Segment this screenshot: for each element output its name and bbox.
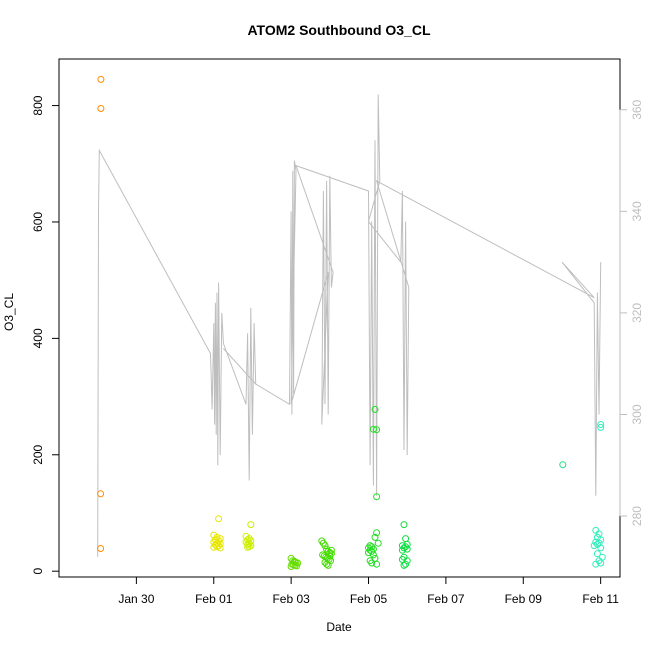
data-point [368,547,376,555]
data-point [592,560,600,568]
x-tick-label: Feb 07 [427,592,465,606]
data-point [597,559,605,567]
data-point [373,560,381,568]
data-point [247,521,255,529]
y-axis-right: 280 300 320 340 360 [619,99,644,526]
data-point [290,557,298,565]
data-point [597,544,605,552]
data-point [97,490,105,498]
y-tick-label: 800 [31,95,45,115]
data-point [400,521,408,529]
data-point [403,545,411,553]
data-point [597,423,605,431]
x-tick-label: Jan 30 [118,592,154,606]
y2-tick-label: 300 [630,404,644,424]
data-point [323,560,331,568]
data-point [374,539,382,547]
data-point [287,563,295,570]
y-axis-label: O3_CL [2,293,16,331]
data-point [97,105,105,112]
data-point [368,559,376,567]
data-point [327,546,335,554]
y2-tick-label: 320 [630,303,644,323]
data-point [598,553,606,561]
data-point [97,75,105,83]
data-point [402,535,410,543]
data-point [373,529,381,537]
data-point [400,561,408,569]
data-point [371,405,379,413]
data-point [559,461,567,469]
x-axis: Jan 30 Feb 01 Feb 03 Feb 05 Feb 07 Feb 09 Feb … [118,576,619,606]
y2-tick-label: 280 [630,506,644,526]
data-point [321,542,329,550]
data-point [590,542,598,550]
y-tick-label: 0 [31,568,45,575]
data-point [373,426,381,434]
data-point [215,515,223,523]
data-point [371,533,379,541]
data-point [398,546,406,554]
x-tick-label: Feb 09 [505,592,543,606]
y-axis-left: 0 200 400 600 800 [31,95,60,575]
y2-tick-label: 340 [630,201,644,221]
data-point [402,560,410,568]
scatter-series-layer [97,75,606,570]
x-axis-label: Date [326,620,352,634]
data-point [369,551,377,559]
x-tick-label: Feb 05 [350,592,388,606]
data-point [403,557,411,565]
y-tick-label: 400 [31,328,45,348]
data-point [324,561,332,569]
x-tick-label: Feb 01 [195,592,233,606]
chart-title: ATOM2 Southbound O3_CL [247,22,430,38]
x-tick-label: Feb 03 [272,592,310,606]
data-point [593,550,601,558]
data-point [216,544,224,552]
y-tick-label: 600 [31,212,45,232]
y2-tick-label: 360 [630,99,644,119]
plot-frame [58,58,621,578]
data-point [213,543,221,551]
data-point [97,545,105,552]
gray-line-series [97,94,602,557]
data-point [597,421,605,428]
y-tick-label: 200 [31,444,45,464]
data-point [244,543,252,551]
line-series-layer [97,94,602,557]
data-point [373,493,381,501]
x-tick-label: Feb 11 [582,592,619,606]
data-point [369,425,377,433]
